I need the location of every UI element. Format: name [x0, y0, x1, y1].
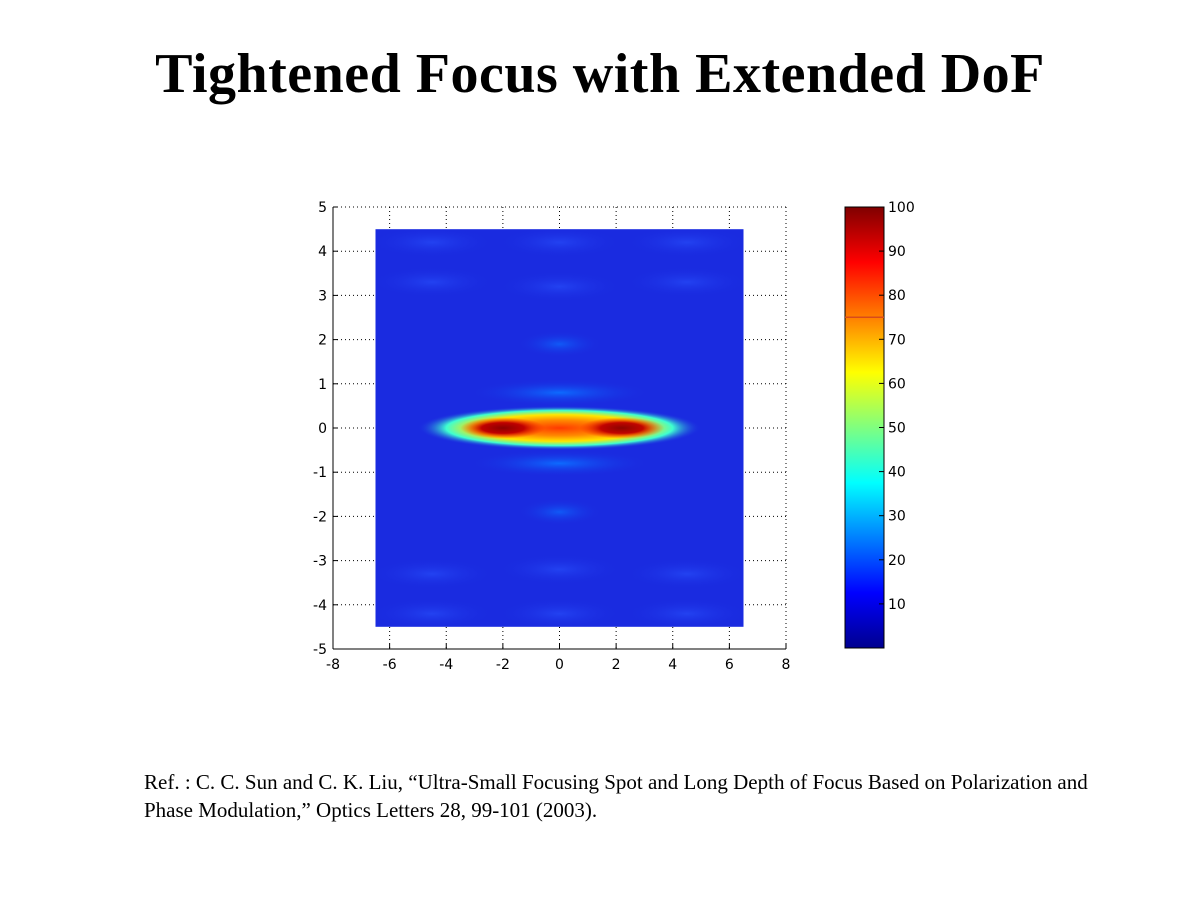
slide-title: Tightened Focus with Extended DoF — [155, 43, 1045, 105]
heatmap-faint-lobe — [497, 271, 622, 303]
heatmap-side-lobe — [517, 330, 602, 358]
colorbar-tick-label: 80 — [888, 288, 906, 304]
heatmap-faint-lobe — [497, 229, 622, 258]
x-tick-label: 4 — [668, 657, 677, 673]
y-tick-label: 0 — [318, 421, 327, 437]
x-tick-label: -2 — [496, 657, 510, 673]
colorbar-tick-label: 60 — [888, 376, 906, 392]
heatmap-faint-lobe — [375, 558, 495, 590]
x-tick-label: 2 — [612, 657, 621, 673]
y-tick-label: -3 — [313, 554, 327, 570]
heatmap-faint-lobe — [624, 266, 744, 298]
heatmap-side-lobe — [468, 450, 651, 477]
x-tick-label: -4 — [439, 657, 453, 673]
y-tick-label: 1 — [318, 377, 327, 393]
heatmap-faint-lobe — [375, 598, 495, 627]
heatmap-peak — [579, 417, 665, 439]
colorbar-tick-label: 50 — [888, 421, 906, 437]
colorbar-tick-label: 10 — [888, 597, 906, 613]
y-tick-label: 5 — [318, 200, 327, 216]
colorbar-tick-label: 90 — [888, 244, 906, 260]
colorbar-tick-label: 100 — [888, 200, 915, 216]
heatmap-faint-lobe — [497, 598, 622, 627]
y-tick-label: -5 — [313, 642, 327, 658]
colorbar-tick-label: 40 — [888, 465, 906, 481]
heatmap-faint-lobe — [624, 229, 744, 258]
y-tick-label: -2 — [313, 509, 327, 525]
x-tick-label: 8 — [782, 657, 791, 673]
x-tick-label: -8 — [326, 657, 340, 673]
x-tick-label: 6 — [725, 657, 734, 673]
x-tick-label: -6 — [383, 657, 397, 673]
colorbar — [844, 206, 885, 649]
colorbar-tick-label: 30 — [888, 509, 906, 525]
heatmap-side-lobe — [468, 379, 651, 406]
heatmap-faint-lobe — [624, 598, 744, 627]
heatmap-peak — [460, 417, 546, 439]
heatmap-side-lobe — [517, 498, 602, 526]
y-tick-label: -4 — [313, 598, 327, 614]
heatmap-faint-lobe — [375, 266, 495, 298]
heatmap-faint-lobe — [624, 558, 744, 590]
colorbar-tick-label: 20 — [888, 553, 906, 569]
y-tick-label: 3 — [318, 288, 327, 304]
heatmap-main-lobe — [417, 405, 702, 451]
reference-citation: Ref. : C. C. Sun and C. K. Liu, “Ultra-S… — [144, 770, 1088, 822]
heatmap-faint-lobe — [375, 229, 495, 258]
y-tick-label: 4 — [318, 244, 327, 260]
x-tick-label: 0 — [555, 657, 564, 673]
colorbar-tick-label: 70 — [888, 332, 906, 348]
y-tick-label: -1 — [313, 465, 327, 481]
y-tick-label: 2 — [318, 333, 327, 349]
heatmap-faint-lobe — [497, 553, 622, 585]
